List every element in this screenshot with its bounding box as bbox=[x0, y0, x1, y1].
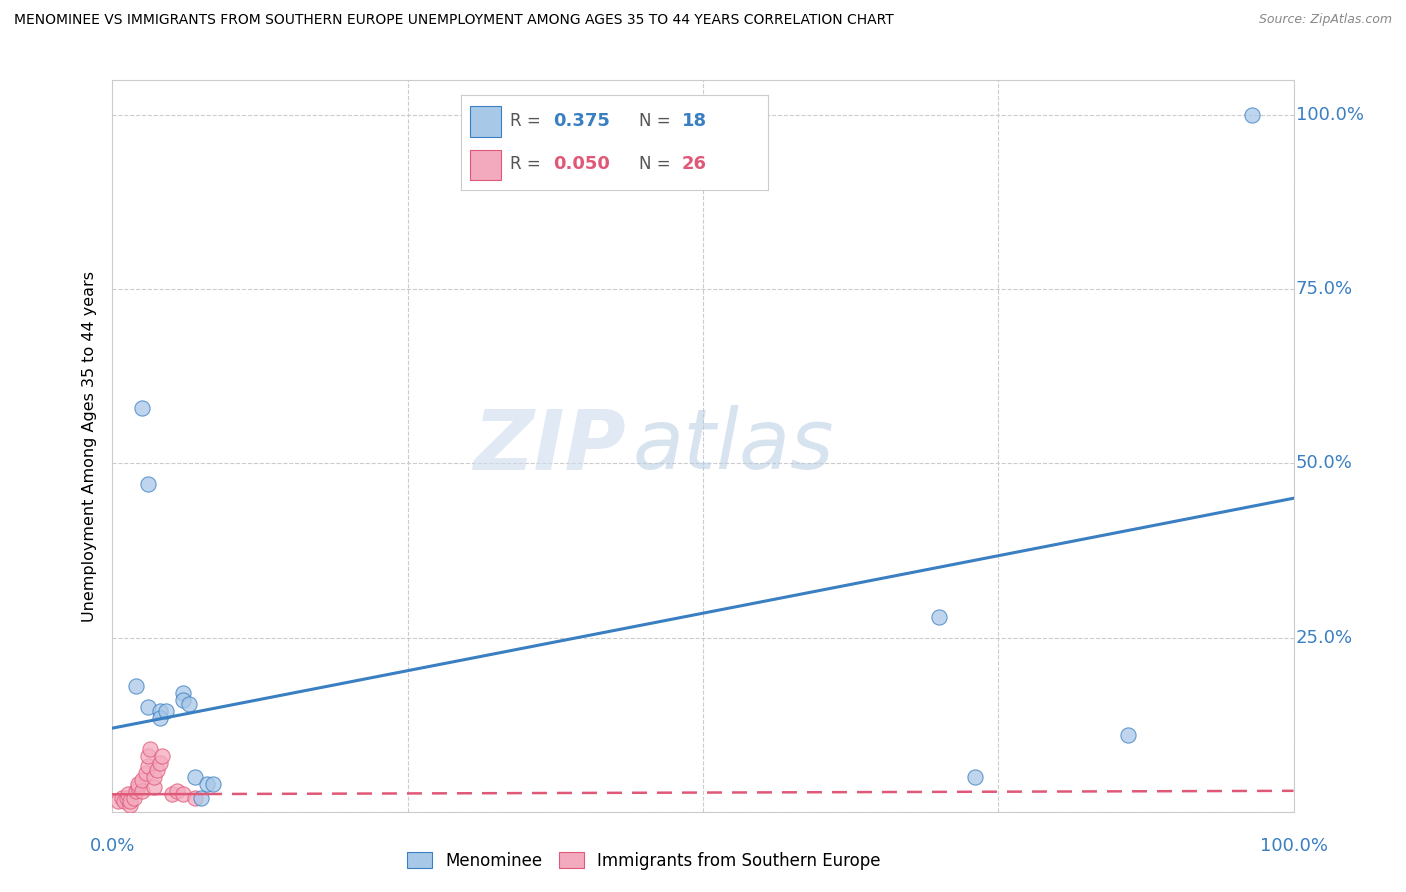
Text: ZIP: ZIP bbox=[474, 406, 626, 486]
Legend: Menominee, Immigrants from Southern Europe: Menominee, Immigrants from Southern Euro… bbox=[401, 846, 887, 877]
Text: 0.0%: 0.0% bbox=[90, 838, 135, 855]
Point bbox=[184, 770, 207, 784]
Point bbox=[107, 794, 129, 808]
Point bbox=[172, 686, 194, 700]
Point bbox=[125, 784, 148, 798]
Point bbox=[155, 704, 177, 718]
Text: MENOMINEE VS IMMIGRANTS FROM SOUTHERN EUROPE UNEMPLOYMENT AMONG AGES 35 TO 44 YE: MENOMINEE VS IMMIGRANTS FROM SOUTHERN EU… bbox=[14, 13, 894, 28]
Text: 75.0%: 75.0% bbox=[1296, 280, 1353, 298]
Y-axis label: Unemployment Among Ages 35 to 44 years: Unemployment Among Ages 35 to 44 years bbox=[82, 270, 97, 622]
Point bbox=[184, 790, 207, 805]
Point bbox=[142, 780, 165, 795]
Point bbox=[195, 777, 218, 791]
Point bbox=[963, 770, 986, 784]
Point bbox=[117, 787, 139, 801]
Point bbox=[150, 749, 173, 764]
Point bbox=[122, 790, 145, 805]
Point bbox=[136, 700, 159, 714]
Point bbox=[135, 766, 157, 780]
Point bbox=[1116, 728, 1139, 742]
Point bbox=[136, 759, 159, 773]
Point bbox=[1241, 108, 1264, 122]
Point bbox=[172, 693, 194, 707]
Point bbox=[928, 609, 950, 624]
Text: 100.0%: 100.0% bbox=[1260, 838, 1327, 855]
Point bbox=[120, 794, 142, 808]
Point bbox=[201, 777, 224, 791]
Point bbox=[166, 784, 188, 798]
Point bbox=[149, 711, 172, 725]
Point bbox=[172, 787, 194, 801]
Point bbox=[160, 787, 183, 801]
Point bbox=[136, 477, 159, 491]
Point bbox=[131, 784, 153, 798]
Point bbox=[115, 790, 138, 805]
Text: 50.0%: 50.0% bbox=[1296, 454, 1353, 473]
Point bbox=[149, 756, 172, 770]
Point bbox=[139, 742, 162, 756]
Text: 100.0%: 100.0% bbox=[1296, 106, 1364, 124]
Point bbox=[136, 749, 159, 764]
Point bbox=[127, 780, 149, 795]
Point bbox=[125, 679, 148, 693]
Text: atlas: atlas bbox=[633, 406, 834, 486]
Point bbox=[112, 794, 135, 808]
Point bbox=[131, 773, 153, 788]
Point bbox=[179, 697, 201, 711]
Point bbox=[127, 777, 149, 791]
Point bbox=[131, 401, 153, 415]
Point bbox=[149, 704, 172, 718]
Point bbox=[146, 763, 169, 777]
Text: 25.0%: 25.0% bbox=[1296, 629, 1353, 647]
Point bbox=[111, 790, 134, 805]
Point bbox=[120, 797, 142, 812]
Text: Source: ZipAtlas.com: Source: ZipAtlas.com bbox=[1258, 13, 1392, 27]
Point bbox=[142, 770, 165, 784]
Point bbox=[190, 790, 212, 805]
